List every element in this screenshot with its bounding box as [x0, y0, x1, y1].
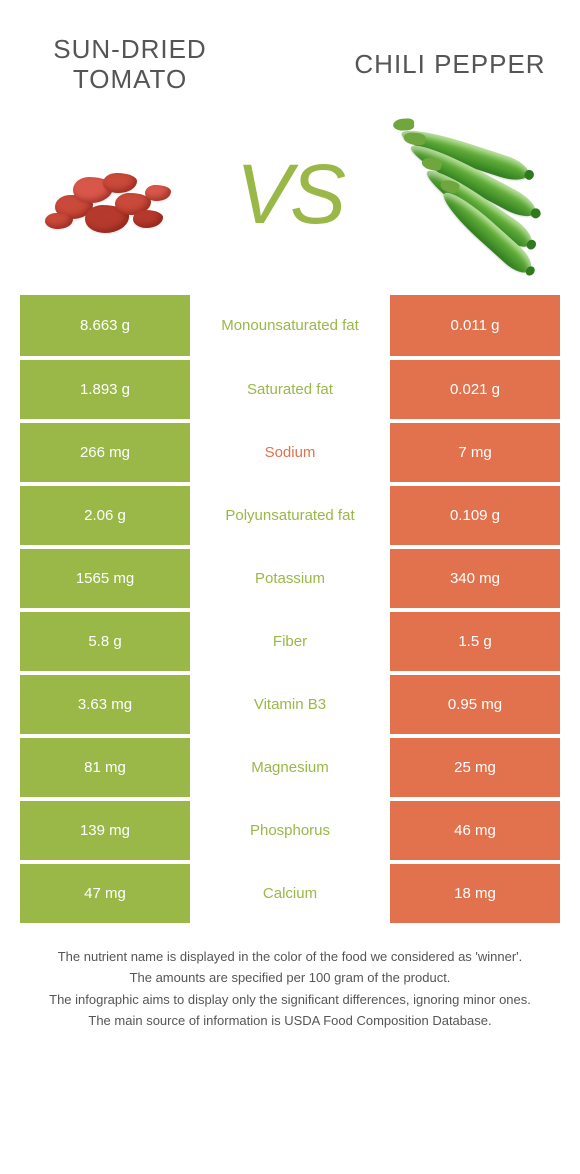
table-row: 3.63 mgVitamin B30.95 mg — [20, 673, 560, 736]
nutrient-name: Phosphorus — [190, 799, 390, 862]
table-row: 81 mgMagnesium25 mg — [20, 736, 560, 799]
food-image-right — [375, 125, 555, 265]
left-value: 1.893 g — [20, 358, 190, 421]
right-value: 0.011 g — [390, 295, 560, 358]
left-value: 2.06 g — [20, 484, 190, 547]
right-value: 46 mg — [390, 799, 560, 862]
table-row: 47 mgCalcium18 mg — [20, 862, 560, 925]
header: Sun-dried tomato Chili pepper — [0, 0, 580, 115]
nutrient-name: Calcium — [190, 862, 390, 925]
table-row: 139 mgPhosphorus46 mg — [20, 799, 560, 862]
left-value: 139 mg — [20, 799, 190, 862]
right-value: 0.95 mg — [390, 673, 560, 736]
nutrient-name: Saturated fat — [190, 358, 390, 421]
nutrient-name: Sodium — [190, 421, 390, 484]
footnote-line: The nutrient name is displayed in the co… — [30, 947, 550, 967]
food-image-left — [25, 125, 205, 265]
table-row: 2.06 gPolyunsaturated fat0.109 g — [20, 484, 560, 547]
left-value: 81 mg — [20, 736, 190, 799]
footnote-line: The amounts are specified per 100 gram o… — [30, 968, 550, 988]
right-value: 0.109 g — [390, 484, 560, 547]
comparison-table: 8.663 gMonounsaturated fat0.011 g1.893 g… — [20, 295, 560, 927]
table-row: 1565 mgPotassium340 mg — [20, 547, 560, 610]
nutrient-name: Magnesium — [190, 736, 390, 799]
left-value: 3.63 mg — [20, 673, 190, 736]
table-body: 8.663 gMonounsaturated fat0.011 g1.893 g… — [20, 295, 560, 925]
food-title-left: Sun-dried tomato — [30, 35, 230, 95]
left-value: 5.8 g — [20, 610, 190, 673]
right-value: 340 mg — [390, 547, 560, 610]
footnotes: The nutrient name is displayed in the co… — [30, 947, 550, 1031]
food-title-right: Chili pepper — [350, 50, 550, 80]
table-row: 8.663 gMonounsaturated fat0.011 g — [20, 295, 560, 358]
nutrient-name: Potassium — [190, 547, 390, 610]
right-value: 1.5 g — [390, 610, 560, 673]
nutrient-name: Fiber — [190, 610, 390, 673]
footnote-line: The main source of information is USDA F… — [30, 1011, 550, 1031]
left-value: 266 mg — [20, 421, 190, 484]
left-value: 1565 mg — [20, 547, 190, 610]
left-value: 8.663 g — [20, 295, 190, 358]
vs-label: VS — [236, 146, 344, 243]
right-value: 18 mg — [390, 862, 560, 925]
nutrient-name: Polyunsaturated fat — [190, 484, 390, 547]
nutrient-name: Monounsaturated fat — [190, 295, 390, 358]
images-row: VS — [0, 115, 580, 295]
footnote-line: The infographic aims to display only the… — [30, 990, 550, 1010]
nutrient-name: Vitamin B3 — [190, 673, 390, 736]
right-value: 0.021 g — [390, 358, 560, 421]
right-value: 7 mg — [390, 421, 560, 484]
table-row: 266 mgSodium7 mg — [20, 421, 560, 484]
table-row: 1.893 gSaturated fat0.021 g — [20, 358, 560, 421]
right-value: 25 mg — [390, 736, 560, 799]
left-value: 47 mg — [20, 862, 190, 925]
table-row: 5.8 gFiber1.5 g — [20, 610, 560, 673]
